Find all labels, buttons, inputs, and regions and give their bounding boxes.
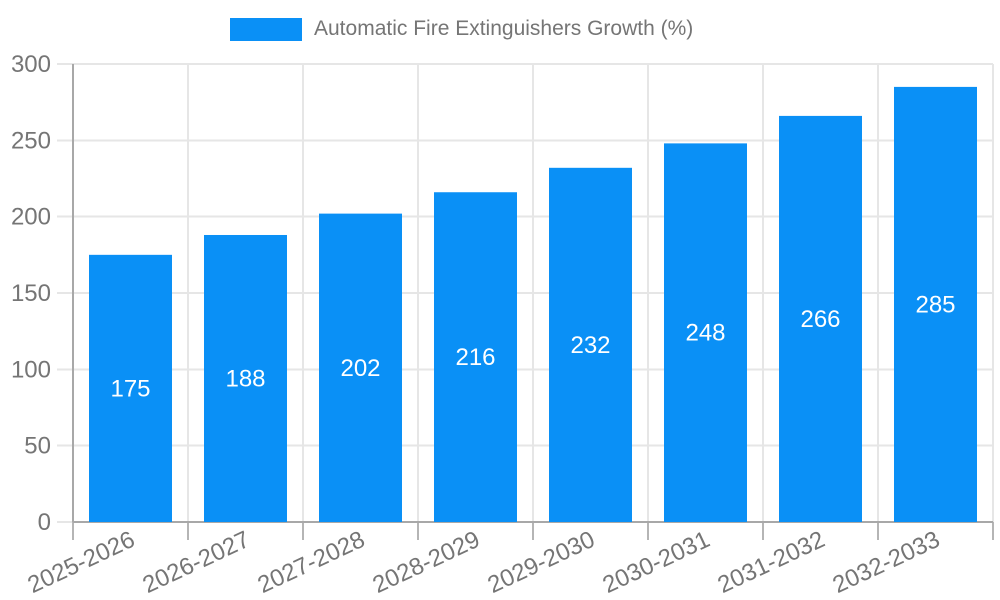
bar-value-label: 266 [800,306,840,333]
y-tick-label: 0 [38,509,51,536]
legend-swatch [230,17,302,41]
legend[interactable]: Automatic Fire Extinguishers Growth (%) [230,17,693,41]
x-tick-label: 2027-2028 [254,526,369,599]
x-tick-label: 2031-2032 [714,526,829,599]
bar-value-label: 216 [455,344,495,371]
bar-2029-2030[interactable] [549,167,632,522]
y-tick-label: 250 [11,127,51,154]
legend-label: Automatic Fire Extinguishers Growth (%) [314,17,694,40]
bar-value-label: 285 [915,291,955,318]
bar-2032-2033[interactable] [894,86,977,523]
y-tick-label: 100 [11,356,51,383]
bar-value-label: 232 [570,332,610,359]
x-tick-label: 2026-2027 [139,526,254,599]
x-tick-label: 2029-2030 [484,526,599,599]
x-tick-label: 2030-2031 [599,526,714,599]
y-tick-label: 300 [11,51,51,78]
bar-2031-2032[interactable] [779,115,862,522]
bar-value-label: 175 [110,375,150,402]
bar-2028-2029[interactable] [434,192,517,523]
x-tick-label: 2025-2026 [24,526,139,599]
bar-2030-2031[interactable] [664,143,747,523]
bar-value-label: 202 [340,355,380,382]
x-tick-label: 2032-2033 [829,526,944,599]
bar-2026-2027[interactable] [204,234,287,522]
y-tick-label: 150 [11,280,51,307]
bar-value-label: 188 [225,365,265,392]
y-tick-label: 50 [24,433,51,460]
bar-value-label: 248 [685,320,725,347]
y-tick-label: 200 [11,204,51,231]
bar-2027-2028[interactable] [319,213,402,522]
bar-2025-2026[interactable] [89,254,172,523]
x-tick-label: 2028-2029 [369,526,484,599]
